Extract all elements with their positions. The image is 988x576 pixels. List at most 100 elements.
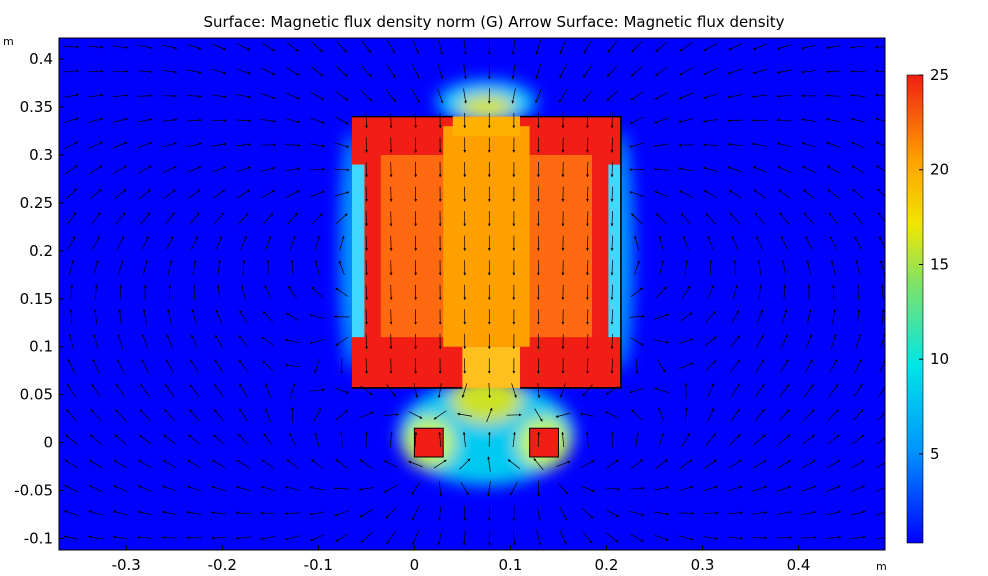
field-arrow-180 bbox=[265, 235, 272, 251]
field-arrow-114 bbox=[191, 309, 197, 325]
field-arrow-473 bbox=[610, 260, 614, 276]
field-arrow-205 bbox=[285, 143, 301, 147]
field-arrow-42 bbox=[112, 535, 128, 540]
field-arrow-419 bbox=[535, 39, 541, 55]
field-arrow-185 bbox=[260, 118, 276, 123]
plot-frame bbox=[58, 37, 886, 551]
field-arrow-541 bbox=[678, 143, 694, 147]
field-arrow-363 bbox=[488, 382, 491, 399]
field-arrow-593 bbox=[754, 409, 765, 421]
field-arrow-203 bbox=[285, 190, 300, 198]
field-arrow-665 bbox=[827, 189, 840, 200]
field-arrow-5 bbox=[66, 409, 77, 421]
field-arrow-222 bbox=[314, 235, 320, 251]
field-arrow-161 bbox=[236, 189, 250, 199]
field-arrow-560 bbox=[703, 190, 718, 199]
field-arrow-677 bbox=[852, 409, 864, 421]
field-arrow-74 bbox=[142, 260, 148, 276]
field-arrow-651 bbox=[826, 535, 842, 539]
field-arrow-491 bbox=[630, 337, 644, 346]
field-arrow-668 bbox=[825, 118, 841, 123]
field-arrow-342 bbox=[461, 383, 468, 398]
field-arrow-500 bbox=[629, 116, 644, 125]
field-arrow-272 bbox=[361, 40, 372, 54]
field-arrow-103 bbox=[162, 69, 178, 74]
field-arrow-440 bbox=[559, 39, 567, 54]
field-arrow-526 bbox=[678, 511, 694, 515]
field-arrow-488 bbox=[631, 409, 643, 421]
field-arrow-586 bbox=[727, 68, 743, 75]
field-arrow-685 bbox=[853, 212, 864, 225]
field-arrow-573 bbox=[730, 383, 740, 397]
field-arrow-570 bbox=[728, 459, 742, 469]
field-arrow-299 bbox=[408, 411, 423, 419]
x-tick-label-1: -0.2 bbox=[208, 556, 237, 574]
field-arrow-90 bbox=[164, 384, 175, 397]
field-arrow-92 bbox=[166, 334, 173, 349]
field-arrow-263 bbox=[365, 260, 368, 276]
field-arrow-693 bbox=[875, 536, 885, 540]
field-arrow-190 bbox=[284, 512, 301, 515]
field-arrow-13 bbox=[66, 212, 77, 225]
field-arrow-418 bbox=[535, 64, 542, 79]
field-arrow-583 bbox=[727, 143, 743, 147]
field-arrow-587 bbox=[728, 43, 743, 51]
field-arrow-564 bbox=[703, 93, 718, 99]
field-arrow-147 bbox=[235, 536, 251, 540]
field-arrow-553 bbox=[705, 360, 717, 372]
field-arrow-88 bbox=[163, 434, 176, 445]
field-arrow-152 bbox=[238, 408, 248, 422]
field-arrow-506 bbox=[653, 486, 670, 491]
field-arrow-160 bbox=[238, 212, 249, 225]
field-arrow-399 bbox=[536, 530, 542, 546]
field-arrow-99 bbox=[162, 165, 177, 174]
field-arrow-556 bbox=[707, 285, 714, 300]
field-arrow-131 bbox=[213, 409, 224, 421]
field-arrow-646 bbox=[801, 142, 817, 148]
field-arrow-680 bbox=[855, 333, 861, 349]
field-arrow-341 bbox=[457, 412, 473, 417]
magnet-core-region bbox=[443, 126, 530, 347]
field-arrow-58 bbox=[113, 141, 128, 149]
field-arrow-313 bbox=[412, 64, 420, 79]
field-arrow-525 bbox=[678, 535, 694, 541]
field-arrow-604 bbox=[752, 142, 768, 147]
field-arrow-417 bbox=[535, 88, 542, 104]
field-arrow-278 bbox=[383, 413, 399, 417]
field-arrow-86 bbox=[162, 485, 177, 492]
field-arrow-576 bbox=[731, 309, 740, 324]
field-arrow-710 bbox=[875, 117, 885, 122]
field-arrow-641 bbox=[806, 260, 811, 276]
field-arrow-45 bbox=[113, 459, 128, 469]
field-arrow-380 bbox=[510, 481, 518, 496]
field-arrow-228 bbox=[310, 91, 324, 100]
field-arrow-212 bbox=[309, 486, 325, 491]
field-arrow-296 bbox=[411, 482, 420, 496]
field-arrow-75 bbox=[141, 236, 149, 251]
field-arrow-258 bbox=[360, 385, 373, 396]
field-arrow-703 bbox=[880, 284, 884, 300]
field-arrow-110 bbox=[188, 409, 200, 421]
field-arrow-664 bbox=[828, 212, 839, 225]
field-arrow-211 bbox=[309, 511, 325, 516]
field-arrow-12 bbox=[67, 236, 75, 251]
field-arrow-229 bbox=[310, 66, 324, 77]
field-arrow-701 bbox=[880, 333, 885, 349]
field-arrow-321 bbox=[437, 383, 442, 399]
field-arrow-626 bbox=[776, 118, 792, 122]
field-arrow-355 bbox=[463, 63, 467, 80]
field-arrow-156 bbox=[239, 310, 248, 324]
field-arrow-489 bbox=[629, 387, 645, 394]
field-arrow-600 bbox=[756, 236, 764, 251]
field-arrow-505 bbox=[653, 511, 670, 516]
field-arrow-687 bbox=[851, 165, 865, 174]
field-arrow-624 bbox=[777, 166, 792, 173]
field-arrow-70 bbox=[141, 359, 149, 373]
y-tick-label-7: 0.05 bbox=[20, 386, 53, 404]
field-arrow-46 bbox=[114, 434, 127, 445]
field-arrow-518 bbox=[654, 190, 669, 198]
field-arrow-204 bbox=[285, 167, 301, 172]
field-arrow-153 bbox=[239, 383, 248, 398]
field-arrow-546 bbox=[703, 536, 719, 540]
field-arrow-316 bbox=[438, 505, 442, 521]
